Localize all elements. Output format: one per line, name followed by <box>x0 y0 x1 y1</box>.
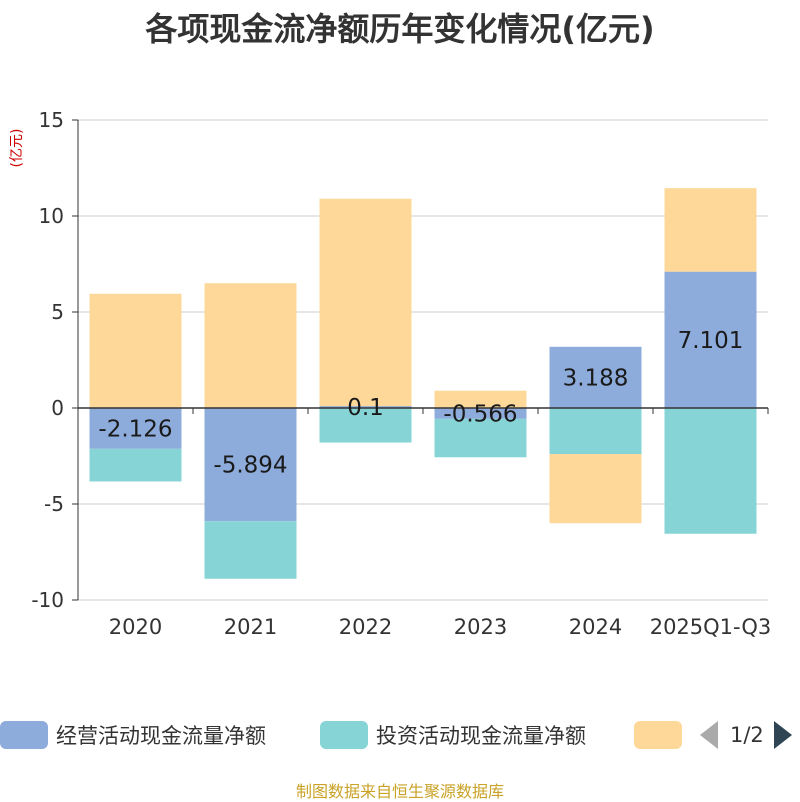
bar-segment-operating <box>434 408 527 419</box>
legend-page-indicator: 1/2 <box>730 723 764 747</box>
bar-segment-operating <box>664 271 757 408</box>
triangle-left-icon[interactable] <box>700 721 718 749</box>
y-tick-label: -5 <box>44 492 64 516</box>
x-tick-label: 2024 <box>569 615 622 639</box>
x-tick-label: 2021 <box>224 615 277 639</box>
bar-segment-financing <box>89 293 182 408</box>
bar-segment-investing <box>204 521 297 579</box>
data-source-note: 制图数据来自恒生聚源数据库 <box>295 782 504 801</box>
triangle-right-icon[interactable] <box>773 721 792 749</box>
data-label: -5.894 <box>213 453 287 479</box>
data-label: 3.188 <box>563 365 629 391</box>
bar-segment-investing <box>664 408 757 534</box>
bar-segment-operating <box>549 346 642 408</box>
legend-item-financing[interactable] <box>634 718 690 752</box>
legend-item-investing[interactable]: 投资活动现金流量净额 <box>320 718 586 752</box>
legend-label-investing: 投资活动现金流量净额 <box>376 724 586 748</box>
x-tick-label: 2023 <box>454 615 507 639</box>
x-tick-label: 2025Q1-Q3 <box>650 615 772 639</box>
bar-segment-investing <box>89 448 182 482</box>
x-tick-label: 2020 <box>109 615 162 639</box>
legend-swatch-financing <box>634 721 682 749</box>
y-tick-label: -10 <box>31 588 64 612</box>
x-tick-label: 2022 <box>339 615 392 639</box>
data-label: -0.566 <box>443 401 517 427</box>
bar-segment-investing <box>319 408 412 443</box>
bar-segment-investing <box>434 418 527 458</box>
data-label: 0.1 <box>347 395 384 421</box>
legend-label-operating: 经营活动现金流量净额 <box>56 724 266 748</box>
bar-segment-financing <box>549 454 642 524</box>
y-tick-label: 15 <box>39 108 64 132</box>
bar-segment-financing <box>434 390 527 408</box>
bar-segment-operating <box>319 406 412 408</box>
bar-segment-financing <box>664 188 757 272</box>
chart-title: 各项现金流净额历年变化情况(亿元) <box>145 10 655 48</box>
y-tick-label: 10 <box>39 204 64 228</box>
legend-pager: 1/2 <box>700 718 792 752</box>
bar-segment-operating <box>204 408 297 522</box>
legend: 经营活动现金流量净额 投资活动现金流量净额 <box>0 718 800 752</box>
bar-segment-financing <box>319 198 412 407</box>
y-tick-label: 5 <box>51 300 64 324</box>
y-tick-label: 0 <box>51 396 64 420</box>
bar-segment-investing <box>549 408 642 455</box>
bar-segment-financing <box>204 283 297 408</box>
data-label: -2.126 <box>98 416 172 442</box>
legend-item-operating[interactable]: 经营活动现金流量净额 <box>0 718 266 752</box>
legend-swatch-investing <box>320 721 368 749</box>
data-label: 7.101 <box>678 328 744 354</box>
legend-swatch-operating <box>0 721 48 749</box>
bar-segment-operating <box>89 408 182 449</box>
cashflow-bar-chart: 15 10 5 0 -5 -10 2020 2021 2022 2023 2024 2025Q1-Q3… <box>31 108 772 639</box>
